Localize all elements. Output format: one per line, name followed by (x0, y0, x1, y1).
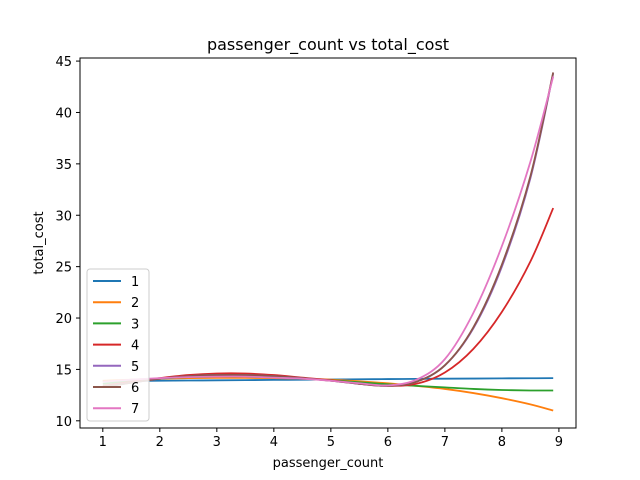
y-tick-label: 15 (55, 363, 72, 378)
y-tick-label: 45 (55, 55, 72, 70)
y-tick-label: 25 (55, 261, 72, 276)
y-tick-label: 10 (55, 415, 72, 430)
series-line-4 (102, 207, 555, 387)
x-axis: 1 2 3 4 5 6 7 8 9 (99, 428, 563, 450)
x-tick-label: 2 (156, 435, 164, 450)
y-tick-label: 35 (55, 158, 72, 173)
x-tick-label: 5 (327, 435, 335, 450)
legend-label-5: 5 (131, 360, 139, 375)
plot-lines (102, 72, 555, 412)
y-tick-label: 20 (55, 312, 72, 327)
plot-frame (79, 57, 577, 429)
series-line-2 (102, 376, 554, 412)
x-tick-label: 8 (498, 435, 506, 450)
x-tick-label: 7 (441, 435, 449, 450)
chart-title: passenger_count vs total_cost (207, 35, 449, 55)
y-axis: 10 15 20 25 30 35 40 45 (55, 55, 80, 430)
legend-label-6: 6 (131, 381, 139, 396)
x-axis-title: passenger_count (273, 456, 384, 471)
x-tick-label: 9 (555, 435, 563, 450)
x-tick-label: 4 (270, 435, 278, 450)
y-tick-label: 30 (55, 209, 72, 224)
series-line-6 (102, 72, 555, 388)
legend: 1 2 3 4 5 6 7 (86, 268, 150, 422)
legend-label-7: 7 (131, 402, 139, 417)
x-tick-label: 1 (99, 435, 107, 450)
legend-label-1: 1 (131, 275, 139, 290)
legend-label-3: 3 (131, 317, 139, 332)
y-axis-title: total_cost (32, 211, 47, 274)
legend-label-4: 4 (131, 339, 139, 354)
series-line-5 (102, 73, 555, 388)
legend-label-2: 2 (131, 296, 139, 311)
y-tick-label: 40 (55, 106, 72, 121)
series-line-7 (102, 76, 555, 387)
x-tick-label: 6 (384, 435, 392, 450)
x-tick-label: 3 (213, 435, 221, 450)
